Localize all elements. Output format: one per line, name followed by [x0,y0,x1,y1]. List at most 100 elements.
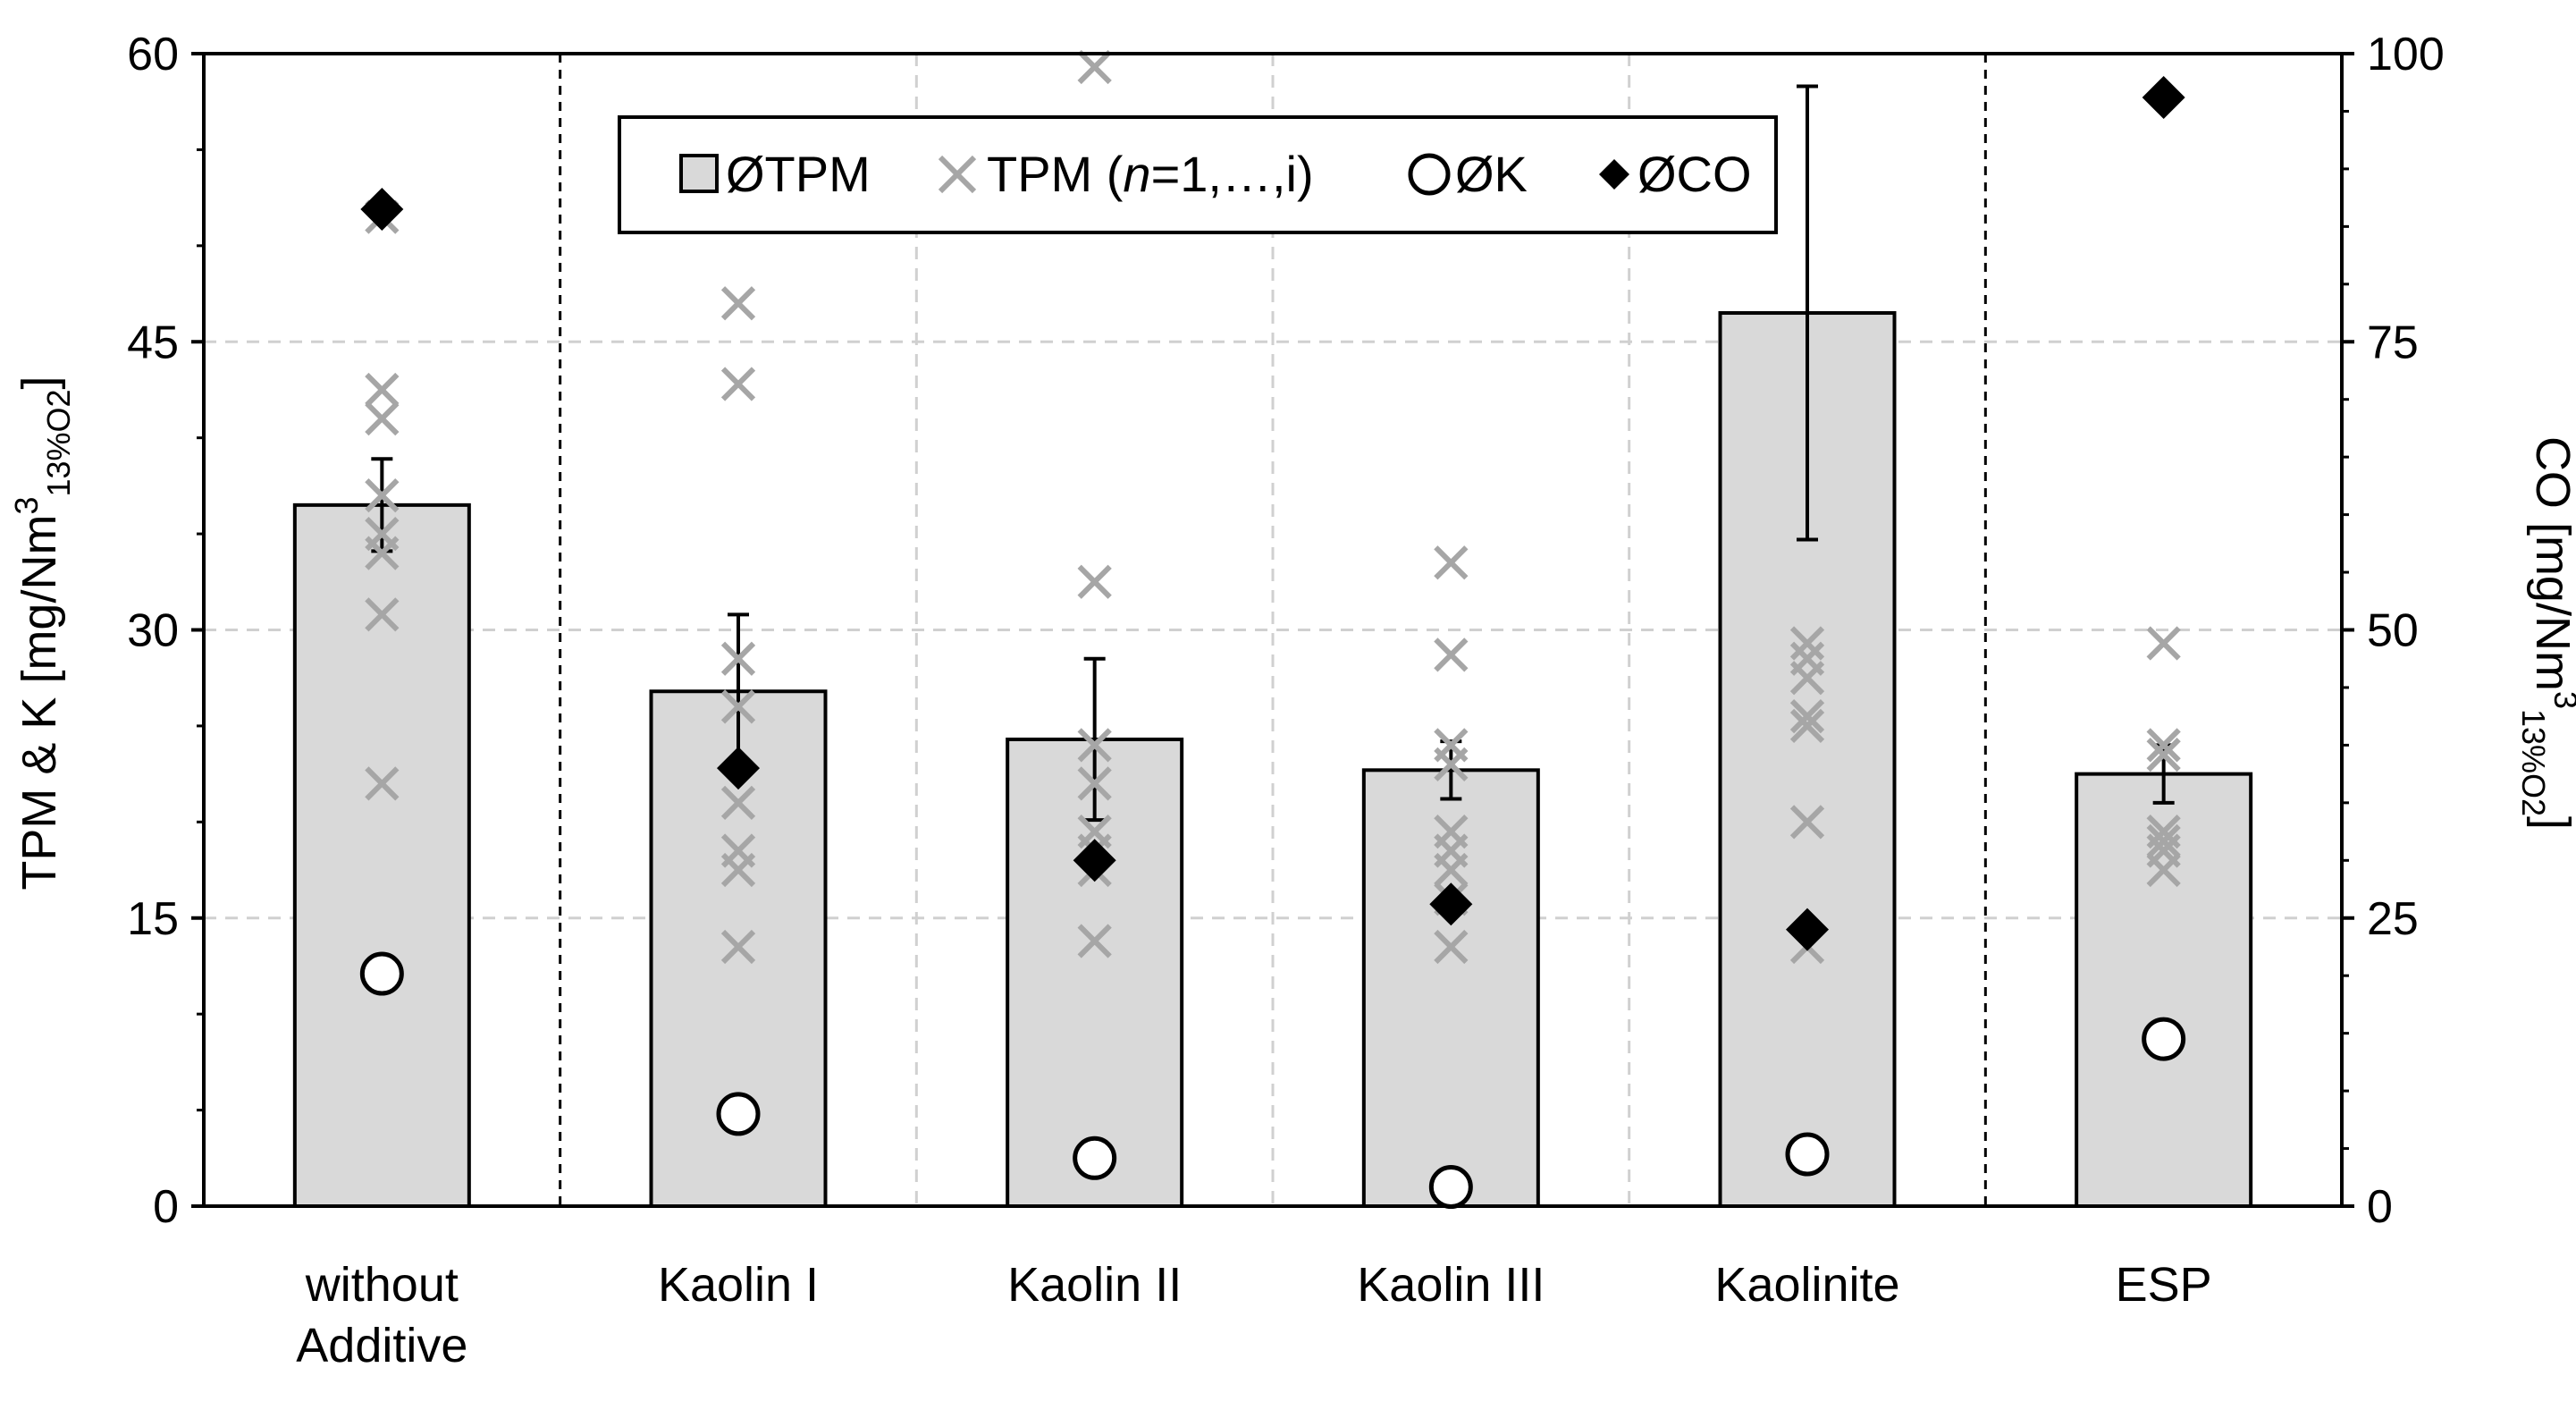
left-axis-title: TPM & K [mg/Nm313%O2] [8,376,77,890]
tpm-single-x-marker [720,689,756,724]
x-stroke [1789,626,1825,661]
x-stroke [1434,637,1469,672]
co-mean-marker [1073,839,1116,882]
tpm-single-x-marker [720,367,756,401]
x-stroke [1077,728,1112,763]
x-stroke [720,929,756,965]
x-stroke [365,766,400,801]
tpm-single-x-marker [1077,49,1112,85]
tpm-single-x-marker [720,929,756,965]
legend-k-mean-label: ØK [1455,146,1528,202]
x-stroke [720,641,756,676]
legend-tpm-single-marker [938,155,977,194]
category-label: Kaolin I [658,1258,819,1312]
tpm-single-x-marker [1789,805,1825,840]
legend-tpm-mean-label: ØTPM [726,146,871,202]
tpm-single-x-marker [365,477,400,513]
legend: ØTPM TPM (n=1,…,i) ØK ØCO [618,115,1778,234]
tpm-mean-bar [2075,772,2253,1208]
tpm-single-x-marker [1789,699,1825,734]
tpm-single-x-marker [365,766,400,801]
tpm-single-x-marker [1434,852,1469,888]
co-mean-marker [360,188,404,232]
tpm-single-markers [365,49,2181,965]
tpm-single-x-marker [1789,708,1825,744]
tpm-mean-bar [292,502,471,1208]
x-stroke [1434,545,1469,580]
tpm-single-x-marker [720,852,756,888]
axes [191,52,2354,1208]
left-tick-label: 45 [127,317,179,368]
x-stroke [720,785,756,820]
left-tick-label: 15 [127,893,179,945]
x-stroke [1434,929,1469,965]
x-stroke [720,689,756,724]
tpm-single-x-marker [1789,626,1825,661]
k-mean-marker [2142,1017,2186,1061]
category-label: Kaolin III [1357,1258,1545,1312]
tpm-single-x-marker [720,286,756,321]
right-tick-label: 25 [2367,893,2419,945]
right-tick-label: 100 [2367,29,2445,80]
legend-box [618,115,1778,234]
legend-co-mean-marker [1599,159,1629,190]
category-label: Kaolin II [1007,1258,1182,1312]
co-mean-marker [1429,882,1473,926]
tpm-single-x-marker [2146,728,2181,763]
tpm-single-x-marker [1434,637,1469,672]
x-stroke [720,286,756,321]
legend-tpm-single-label: TPM (n=1,…,i) [987,146,1314,202]
tpm-single-x-marker [1434,929,1469,965]
tick-labels: 0 15 30 45 60 0 25 50 75 100 [127,29,2445,1233]
tpm-single-x-marker [365,597,400,632]
category-label: without [305,1258,459,1312]
x-stroke [365,536,400,570]
x-stroke [2146,738,2181,773]
category-label: ESP [2116,1258,2212,1312]
co-mean-marker [2142,75,2185,119]
x-stroke [2146,852,2181,888]
right-tick-label: 75 [2367,317,2419,368]
x-stroke [1434,852,1469,888]
tpm-single-x-marker [720,785,756,820]
legend-tpm-mean-swatch [679,154,719,193]
x-stroke [2146,823,2181,858]
x-stroke [1789,805,1825,840]
x-stroke [1789,661,1825,696]
tpm-single-x-marker [720,641,756,676]
x-stroke [1789,708,1825,744]
left-tick-label: 60 [127,29,179,80]
tpm-single-x-marker [2146,738,2181,773]
tpm-single-x-marker [365,372,400,408]
co-mean-marker [1786,908,1829,951]
x-stroke [365,372,400,408]
left-tick-label: 0 [153,1181,179,1233]
k-mean-marker [1785,1132,1830,1177]
x-stroke [1789,699,1825,734]
right-tick-label: 0 [2367,1181,2393,1233]
k-mean-marker [1428,1165,1473,1210]
tpm-mean-bar [1361,768,1540,1208]
co-mean-markers [360,75,2185,951]
tpm-single-x-marker [365,401,400,436]
tpm-single-x-marker [1077,766,1112,801]
x-stroke [1077,564,1112,599]
right-axis-title: CO [mg/Nm313%O2] [2515,436,2576,830]
tpm-single-x-marker [2146,823,2181,858]
tpm-single-x-marker [365,536,400,570]
x-stroke [1077,49,1112,85]
tpm-single-x-marker [1077,728,1112,763]
tpm-single-x-marker [1789,661,1825,696]
category-label: Additive [296,1319,467,1372]
x-stroke [365,477,400,513]
x-stroke [2146,626,2181,661]
k-mean-marker [716,1092,761,1136]
category-label: Kaolinite [1714,1258,1899,1312]
k-mean-marker [1073,1136,1117,1180]
legend-co-mean-label: ØCO [1637,146,1752,202]
tpm-single-x-marker [1077,924,1112,958]
k-mean-markers [359,951,2186,1210]
x-stroke [365,597,400,632]
k-mean-marker [359,951,404,996]
